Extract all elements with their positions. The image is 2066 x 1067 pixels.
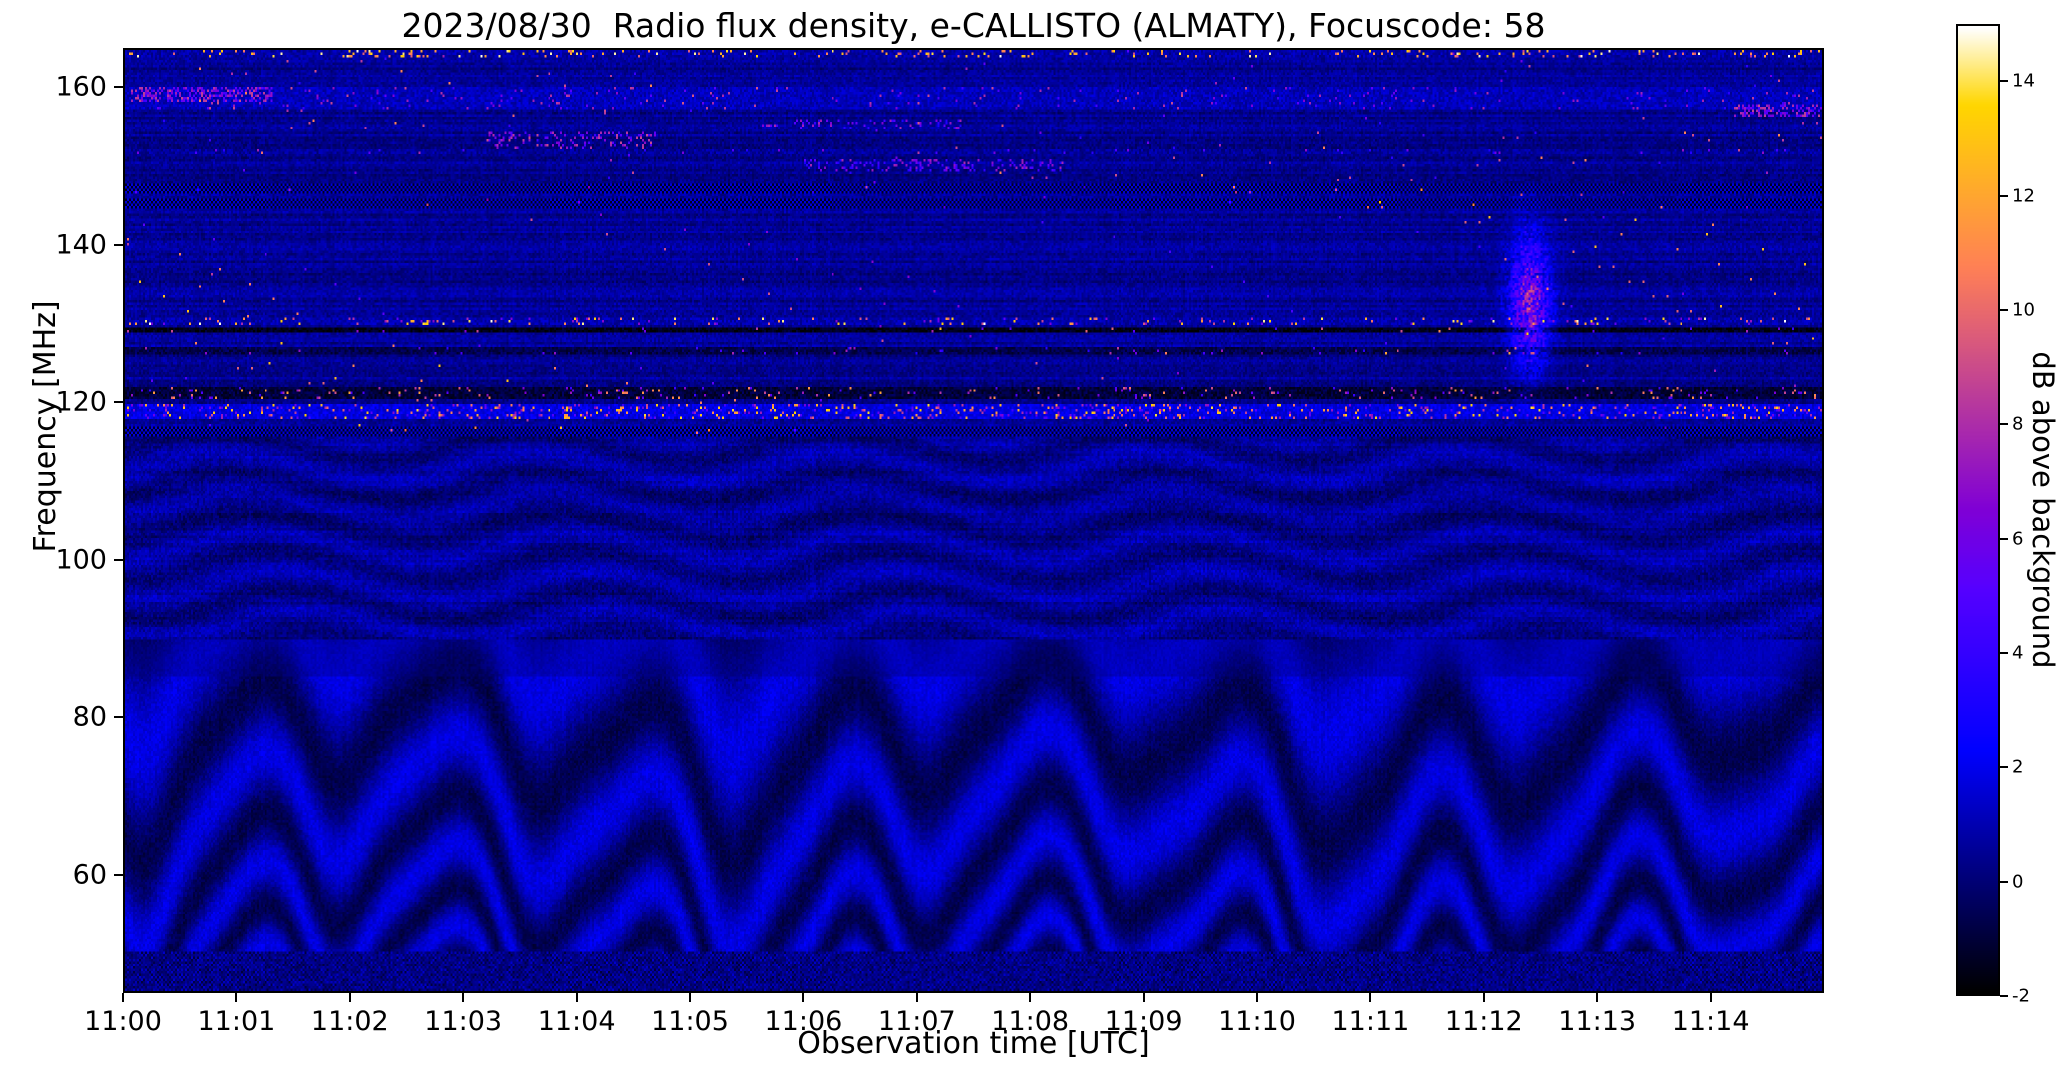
y-tick-label: 160 — [55, 71, 107, 103]
colorbar-tick-mark — [2000, 194, 2008, 197]
y-tick-label: 100 — [55, 544, 107, 576]
x-tick-mark — [802, 993, 805, 1002]
spectrogram-canvas — [125, 50, 1822, 991]
x-axis-label: Observation time [UTC] — [797, 1026, 1150, 1061]
colorbar-tick-label: 2 — [2012, 756, 2024, 778]
colorbar-label: dB above background — [2026, 351, 2060, 669]
x-tick-label: 11:03 — [424, 1006, 503, 1037]
colorbar-tick-label: 10 — [2012, 299, 2035, 321]
y-axis-label: Frequency [MHz] — [28, 300, 63, 553]
y-tick-mark — [114, 558, 123, 561]
x-tick-mark — [1709, 993, 1712, 1002]
y-tick-label: 60 — [72, 859, 107, 891]
x-tick-mark — [1596, 993, 1599, 1002]
y-tick-mark — [114, 401, 123, 404]
x-tick-mark — [122, 993, 124, 1002]
x-tick-mark — [462, 993, 465, 1002]
colorbar-tick-mark — [2000, 880, 2008, 883]
x-tick-label: 11:09 — [1104, 1006, 1183, 1037]
x-tick-mark — [1482, 993, 1485, 1002]
x-tick-mark — [1029, 993, 1032, 1002]
colorbar-tick-label: 8 — [2012, 413, 2024, 435]
x-tick-label: 11:13 — [1558, 1006, 1637, 1037]
x-tick-mark — [235, 993, 238, 1002]
x-tick-label: 11:14 — [1671, 1006, 1750, 1037]
colorbar-tick-mark — [2000, 766, 2008, 769]
y-tick-mark — [114, 716, 123, 719]
plot-area — [123, 48, 1824, 993]
colorbar-tick-mark — [2000, 995, 2008, 997]
colorbar-tick-mark — [2000, 537, 2008, 540]
colorbar-tick-label: 4 — [2012, 642, 2024, 664]
colorbar — [1956, 24, 2000, 996]
colorbar-tick-mark — [2000, 651, 2008, 654]
x-tick-label: 11:06 — [764, 1006, 843, 1037]
colorbar-tick-label: -2 — [2012, 985, 2030, 1007]
colorbar-canvas — [1958, 26, 1998, 994]
x-tick-mark — [915, 993, 918, 1002]
x-tick-mark — [348, 993, 351, 1002]
x-tick-mark — [575, 993, 578, 1002]
x-tick-label: 11:08 — [991, 1006, 1070, 1037]
x-tick-label: 11:05 — [651, 1006, 729, 1037]
colorbar-tick-mark — [2000, 423, 2008, 426]
x-tick-label: 11:01 — [197, 1006, 276, 1037]
colorbar-tick-label: 0 — [2012, 871, 2024, 893]
y-tick-mark — [114, 243, 123, 246]
y-tick-mark — [114, 86, 123, 89]
x-tick-mark — [1142, 993, 1145, 1002]
x-tick-label: 11:10 — [1218, 1006, 1296, 1037]
x-tick-label: 11:02 — [310, 1006, 389, 1037]
colorbar-tick-label: 12 — [2012, 185, 2035, 207]
y-tick-mark — [114, 873, 123, 876]
chart-title: 2023/08/30 Radio flux density, e-CALLIST… — [401, 6, 1546, 45]
y-tick-label: 80 — [72, 701, 107, 733]
x-tick-label: 11:07 — [877, 1006, 956, 1037]
x-tick-label: 11:04 — [537, 1006, 616, 1037]
x-tick-label: 11:11 — [1331, 1006, 1410, 1037]
colorbar-tick-label: 14 — [2012, 70, 2035, 92]
colorbar-tick-mark — [2000, 80, 2008, 83]
y-tick-label: 120 — [55, 386, 107, 418]
y-tick-label: 140 — [55, 229, 107, 261]
x-tick-mark — [689, 993, 691, 1002]
x-tick-label: 11:00 — [84, 1006, 162, 1037]
colorbar-tick-mark — [2000, 308, 2008, 311]
x-tick-mark — [1256, 993, 1258, 1002]
x-tick-mark — [1369, 993, 1372, 1002]
colorbar-tick-label: 6 — [2012, 528, 2024, 550]
x-tick-label: 11:12 — [1444, 1006, 1523, 1037]
